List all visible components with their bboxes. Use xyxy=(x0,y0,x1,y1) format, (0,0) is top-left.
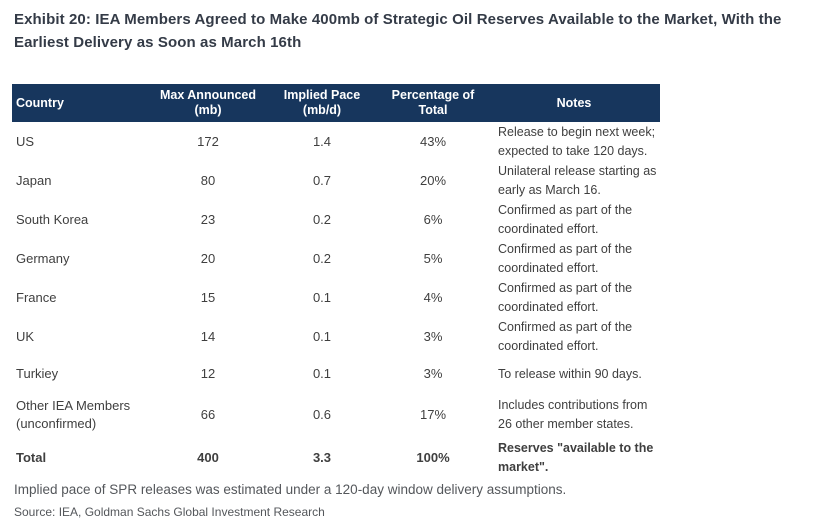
cell-implied-pace: 0.1 xyxy=(312,328,332,344)
column-header-max-announced: Max Announced (mb) xyxy=(150,84,266,122)
footnote-source: Source: IEA, Goldman Sachs Global Invest… xyxy=(14,505,325,519)
cell-pct-total: 17% xyxy=(419,406,447,422)
cell-max-announced: 172 xyxy=(197,133,219,149)
table-header-row: Country Max Announced (mb) Implied Pace … xyxy=(12,84,660,122)
cell-country: Other IEA Members (unconfirmed) xyxy=(16,397,131,431)
table-row-us: US 172 1.4 43% Release to begin next wee… xyxy=(12,122,660,161)
table-row-turkiey: Turkiey 12 0.1 3% To release within 90 d… xyxy=(12,356,660,392)
cell-notes: Confirmed as part of the coordinated eff… xyxy=(498,202,633,236)
cell-implied-pace: 0.6 xyxy=(312,406,332,422)
table-row-uk: UK 14 0.1 3% Confirmed as part of the co… xyxy=(12,317,660,356)
cell-country: Total xyxy=(16,449,47,465)
cell-country: Turkiey xyxy=(16,366,59,381)
cell-notes: Release to begin next week; expected to … xyxy=(498,124,656,158)
cell-notes: Includes contributions from 26 other mem… xyxy=(498,397,648,431)
iea-reserves-table: Country Max Announced (mb) Implied Pace … xyxy=(12,84,660,478)
cell-pct-total: 3% xyxy=(423,366,443,381)
table-row-south-korea: South Korea 23 0.2 6% Confirmed as part … xyxy=(12,200,660,239)
cell-notes: To release within 90 days. xyxy=(498,366,642,381)
cell-country: US xyxy=(16,133,35,149)
column-header-country: Country xyxy=(12,84,150,122)
column-header-implied-pace: Implied Pace (mb/d) xyxy=(266,84,378,122)
cell-implied-pace: 0.7 xyxy=(312,172,332,188)
cell-country: Germany xyxy=(16,250,70,266)
cell-notes: Reserves "available to the market". xyxy=(498,440,654,474)
cell-country: South Korea xyxy=(16,211,89,227)
cell-max-announced: 14 xyxy=(200,328,216,344)
cell-pct-total: 3% xyxy=(423,328,443,344)
table-row-total: Total 400 3.3 100% Reserves "available t… xyxy=(12,437,660,478)
cell-notes: Confirmed as part of the coordinated eff… xyxy=(498,280,633,314)
cell-max-announced: 80 xyxy=(200,172,216,188)
column-header-percentage-of-total: Percentage of Total xyxy=(378,84,488,122)
cell-country: France xyxy=(16,289,57,305)
cell-country: Japan xyxy=(16,172,52,188)
cell-max-announced: 400 xyxy=(197,449,219,465)
footnote-assumption: Implied pace of SPR releases was estimat… xyxy=(14,482,567,497)
cell-implied-pace: 0.1 xyxy=(312,366,332,381)
exhibit-title: Exhibit 20: IEA Members Agreed to Make 4… xyxy=(14,11,782,51)
cell-pct-total: 43% xyxy=(419,133,447,149)
cell-country: UK xyxy=(16,328,35,344)
cell-notes: Confirmed as part of the coordinated eff… xyxy=(498,319,633,353)
table-row-japan: Japan 80 0.7 20% Unilateral release star… xyxy=(12,161,660,200)
cell-pct-total: 4% xyxy=(423,289,443,305)
cell-implied-pace: 3.3 xyxy=(312,449,332,465)
cell-notes: Unilateral release starting as early as … xyxy=(498,163,657,197)
table-row-germany: Germany 20 0.2 5% Confirmed as part of t… xyxy=(12,239,660,278)
cell-max-announced: 66 xyxy=(200,406,216,422)
cell-max-announced: 12 xyxy=(200,366,216,381)
cell-max-announced: 15 xyxy=(200,289,216,305)
table-row-france: France 15 0.1 4% Confirmed as part of th… xyxy=(12,278,660,317)
column-header-notes: Notes xyxy=(488,84,660,122)
cell-notes: Confirmed as part of the coordinated eff… xyxy=(498,241,633,275)
cell-pct-total: 100% xyxy=(416,449,450,465)
cell-pct-total: 20% xyxy=(419,172,447,188)
cell-max-announced: 20 xyxy=(200,250,216,266)
cell-implied-pace: 1.4 xyxy=(312,133,332,149)
cell-implied-pace: 0.2 xyxy=(312,250,332,266)
cell-max-announced: 23 xyxy=(200,211,216,227)
cell-implied-pace: 0.1 xyxy=(312,289,332,305)
cell-pct-total: 5% xyxy=(423,250,443,266)
cell-pct-total: 6% xyxy=(423,211,443,227)
table-row-other-iea-members: Other IEA Members (unconfirmed) 66 0.6 1… xyxy=(12,392,660,437)
cell-implied-pace: 0.2 xyxy=(312,211,332,227)
